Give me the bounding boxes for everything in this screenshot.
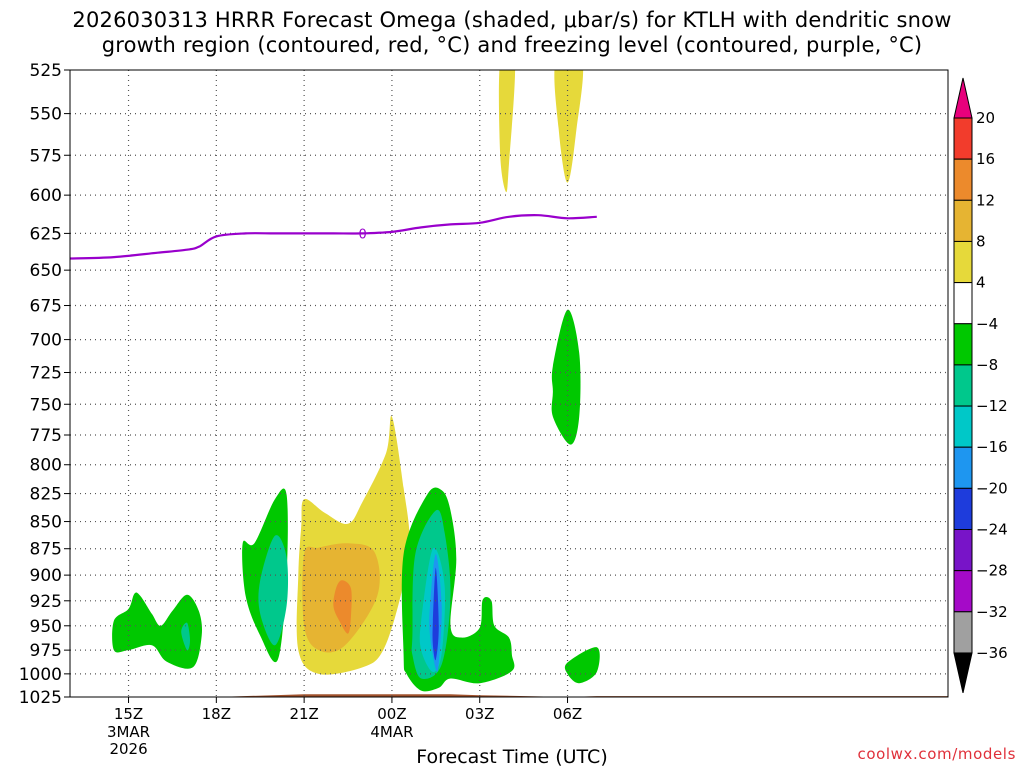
colorbar-swatch [953,529,973,572]
y-tick-label: 700 [30,331,62,351]
colorbar-label: 20 [976,109,995,127]
x-tick-label: 15Z [114,705,143,723]
y-tick-label: 550 [30,105,62,125]
y-tick-label: 575 [30,146,62,166]
colorbar-swatch [953,405,973,448]
y-tick-label: 800 [30,456,62,476]
colorbar-swatch [953,570,973,613]
colorbar-label: −16 [976,438,1008,456]
y-tick-label: 925 [30,592,62,612]
colorbar-top-arrow [953,77,973,119]
credit-link[interactable]: coolwx.com/models [857,745,1016,763]
colorbar-swatch [953,364,973,407]
colorbar-label: −36 [976,644,1008,662]
x-tick-label: 18Z [202,705,231,723]
chart-title-line-1: 2026030313 HRRR Forecast Omega (shaded, … [72,8,952,32]
omega-region-12 [498,70,516,193]
colorbar-label: −24 [976,521,1008,539]
freezing-level-label: 0 [359,227,367,242]
grid-lines [70,70,948,697]
colorbar-swatch [953,240,973,284]
y-tick-label: 1025 [19,688,62,708]
omega-region-6 [333,580,352,634]
omega-region-13 [554,70,584,183]
omega-region-14 [551,309,581,445]
omega-shaded-regions [112,70,600,692]
colorbar-swatch [953,446,973,489]
y-tick-label: 825 [30,485,62,505]
y-tick-label: 900 [30,566,62,586]
freezing-level-line [70,214,597,260]
x-tick-label: 06Z [553,705,582,723]
colorbar-swatch [953,117,973,160]
y-tick-label: 725 [30,363,62,383]
x-tick-label: 03Z [465,705,494,723]
colorbar-label: −4 [976,315,998,333]
y-tick-label: 625 [30,224,62,244]
colorbar-swatch [953,487,973,531]
y-tick-label: 975 [30,641,62,661]
x-tick-label: 21Z [289,705,318,723]
plot-frame [69,69,949,698]
colorbar-label: 4 [976,274,986,292]
y-tick-label: 675 [30,297,62,317]
omega-region-11 [432,567,439,661]
y-tick-label: 775 [30,426,62,446]
chart-title-line-2: growth region (contoured, red, °C) and f… [101,33,923,57]
y-tick-label: 850 [30,513,62,533]
y-tick-label: 525 [30,61,62,81]
colorbar-label: −28 [976,562,1008,580]
x-date-label: 3MAR [107,723,150,741]
colorbar-bottom-arrow [953,652,973,694]
x-axis-title: Forecast Time (UTC) [416,746,608,768]
colorbar-swatch [953,158,973,201]
omega-region-3 [258,535,289,646]
omega-region-1 [181,622,190,651]
y-tick-label: 950 [30,617,62,637]
omega-region-0 [112,592,203,669]
y-tick-label: 1000 [19,665,62,685]
x-date-label: 4MAR [370,723,413,741]
colorbar-swatch [953,282,973,325]
y-axis: 525 550 575 600 625 650 675 700 725 750 775 800 825 8… [19,61,70,708]
colorbar-label: −12 [976,397,1008,415]
omega-region-15 [564,647,600,684]
surface-terrain [70,694,948,697]
freezing-level-contour: 0 [70,214,597,260]
y-tick-label: 650 [30,261,62,281]
colorbar-label: 16 [976,150,995,168]
y-tick-label: 875 [30,540,62,560]
x-year-label: 2026 [109,740,147,758]
colorbar-label: −8 [976,356,998,374]
y-tick-label: 600 [30,186,62,206]
y-tick-label: 750 [30,395,62,415]
colorbar-label: 12 [976,191,995,209]
colorbar-swatch [953,323,973,366]
colorbar-label: −32 [976,603,1008,621]
colorbar-label: −20 [976,479,1008,497]
colorbar-label: 8 [976,232,986,250]
colorbar-swatch [953,611,973,654]
surface-band [70,694,948,697]
colorbar: 20 16 12 8 4 −4 −8 −12 −16 −20 −24 −28 −32 −36 [953,77,1008,694]
colorbar-swatch [953,199,973,242]
x-tick-label: 00Z [377,705,406,723]
